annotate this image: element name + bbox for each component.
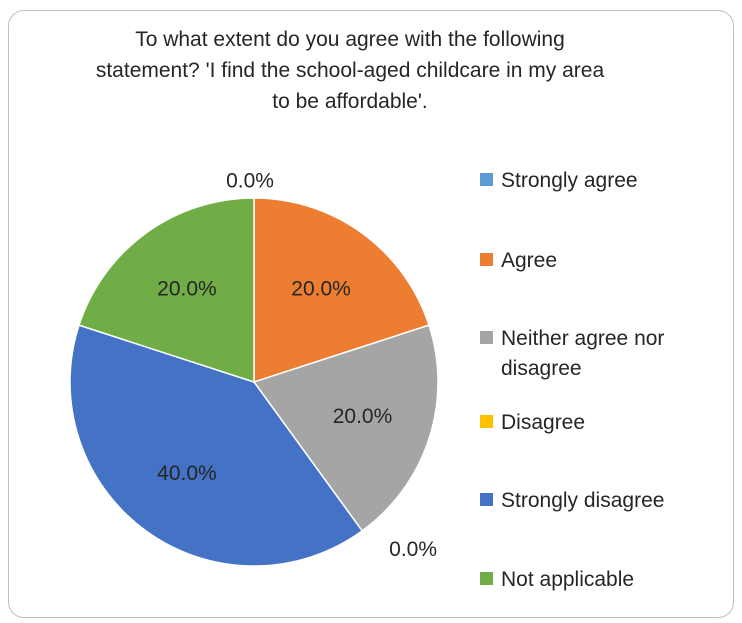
pie-slice-strongly-disagree [69,324,364,567]
legend-item-neither-agree-nor-disagree: Neither agree nor disagree [480,324,711,384]
legend-label-strongly-agree: Strongly agree [501,169,638,192]
data-label-agree: 20.0% [291,277,351,300]
legend-label-strongly-disagree: Strongly disagree [501,489,665,512]
chart-title: To what extent do you agree with the fol… [95,28,605,113]
data-label-neither-agree-nor-disagree: 20.0% [333,405,393,428]
legend-label-agree: Agree [501,249,558,272]
legend-item-strongly-agree: Strongly agree [480,166,711,196]
legend-item-not-applicable: Not applicable [480,565,711,595]
legend-swatch-disagree [480,415,493,428]
data-label-strongly-disagree: 40.0% [157,462,217,485]
legend-item-strongly-disagree: Strongly disagree [480,486,711,516]
legend-swatch-agree [480,253,493,266]
legend-item-agree: Agree [480,246,711,276]
pie-slice-agree [253,197,430,384]
legend-item-disagree: Disagree [480,408,711,438]
legend-label-neither-agree-nor-disagree: Neither agree nor disagree [501,327,665,380]
data-label-not-applicable: 20.0% [157,277,217,300]
pie-slice-not-applicable [78,197,255,384]
legend-swatch-neither-agree-nor-disagree [480,331,493,344]
legend-swatch-strongly-disagree [480,493,493,506]
legend-swatch-strongly-agree [480,173,493,186]
legend-label-not-applicable: Not applicable [501,568,635,591]
data-label-strongly-agree: 0.0% [226,170,274,193]
legend-swatch-not-applicable [480,572,493,585]
data-label-disagree: 0.0% [389,538,437,561]
legend-label-disagree: Disagree [501,411,586,434]
pie-slice-neither-agree-nor-disagree [252,324,439,532]
